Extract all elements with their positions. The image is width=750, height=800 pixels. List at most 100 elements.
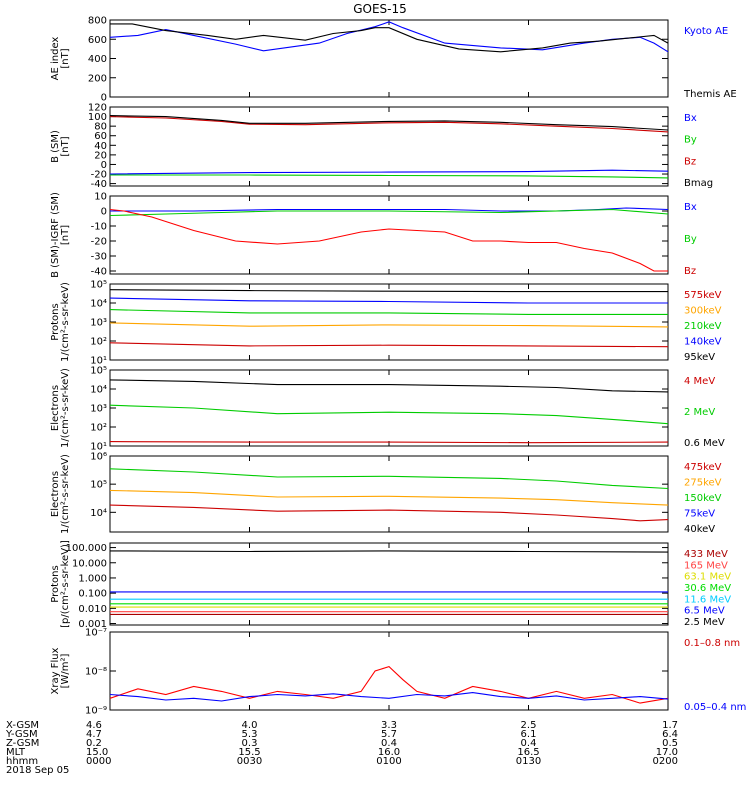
- legend-entry: By: [684, 234, 697, 245]
- bottom-axis-table: X-GSM 4.6 4.0 3.3 2.5 1.7 Y-GSM 4.7 5.3 5.7 6.1 6.4…: [5, 720, 678, 767]
- series-line-Kyoto-AE: [109, 21, 669, 53]
- panel-frame: [109, 455, 669, 533]
- series-line-475keV: [109, 468, 669, 490]
- y-tick-label: 1.000: [78, 573, 107, 584]
- series-line-Bx: [110, 207, 669, 212]
- y-tick-label: 10⁴: [90, 508, 107, 519]
- series-line-4-MeV: [109, 441, 669, 444]
- y-axis-label: AE index: [50, 37, 61, 81]
- y-tick-label: -40: [91, 267, 107, 278]
- y-tick-label: 10⁵: [90, 366, 107, 377]
- y-axis-label: 1/(cm²-s-sr-keV): [60, 454, 71, 534]
- y-tick-label: 0.100: [78, 589, 107, 600]
- y-tick-label: 10.000: [72, 558, 107, 569]
- series-line-Themis-AE: [110, 23, 669, 53]
- time-row-value: 2.5: [521, 720, 537, 731]
- time-row-value: 4.0: [242, 720, 258, 731]
- time-row-label: Z-GSM: [6, 738, 39, 749]
- y-axis-label: Protons: [50, 303, 61, 340]
- legend-entry: 63.1 MeV: [684, 572, 731, 583]
- legend-entry: 275keV: [684, 478, 722, 489]
- legend-entry: 0.6 MeV: [684, 438, 725, 449]
- legend-entry: 2 MeV: [684, 407, 715, 418]
- panel-frame: [109, 283, 669, 361]
- y-tick-label: 60: [94, 131, 107, 142]
- time-row-value: 0030: [237, 756, 262, 767]
- y-tick-label: 10⁵: [90, 280, 107, 291]
- legend-entry: 6.5 MeV: [684, 606, 725, 617]
- y-tick-label: 10⁻⁹: [85, 706, 107, 717]
- time-row-value: 16.0: [378, 747, 400, 758]
- y-tick-label: 80: [94, 122, 107, 133]
- time-row-value: 15.0: [86, 747, 108, 758]
- legend-entry: 95keV: [684, 352, 715, 363]
- y-tick-label: 10²: [90, 423, 107, 434]
- y-tick-label: -20: [91, 237, 107, 248]
- time-row-value: 0.2: [86, 738, 102, 749]
- time-row-label: Y-GSM: [5, 729, 38, 740]
- time-row-value: 5.7: [381, 729, 397, 740]
- y-axis-label: Protons: [50, 565, 61, 602]
- legend-entry: 4 MeV: [684, 376, 715, 387]
- panel-xray: 10⁻⁹ 10⁻⁸ 10⁻⁷ Xray Flux [W/m²] 0.1–0.8 nm 0.0…: [50, 628, 746, 717]
- legend-entry: 150keV: [684, 493, 722, 504]
- y-tick-label: 0: [101, 207, 107, 218]
- time-row-value: 0130: [516, 756, 541, 767]
- y-tick-label: -40: [91, 179, 107, 190]
- time-row-label: X-GSM: [6, 720, 39, 731]
- y-tick-label: 10⁻⁸: [85, 667, 107, 678]
- y-axis-label: 1/(cm²-s-sr-keV): [60, 368, 71, 448]
- time-row-value: 0100: [376, 756, 401, 767]
- y-axis-label: [W/m²]: [60, 653, 71, 688]
- y-tick-label: 10²: [90, 337, 107, 348]
- series-line-433-MeV: [109, 550, 669, 553]
- legend-entry: Bz: [684, 156, 696, 167]
- series-line-Bz: [109, 116, 669, 133]
- legend-entry: 165 MeV: [684, 560, 728, 571]
- legend-entry: By: [684, 135, 697, 146]
- time-row-value: 15.5: [238, 747, 260, 758]
- series-line-300keV: [109, 297, 668, 304]
- y-axis-label: B (SM)-IGRF (SM): [50, 192, 61, 278]
- time-row-value: 0000: [86, 756, 111, 767]
- y-tick-label: 10¹: [90, 356, 107, 367]
- series-line-140keV: [109, 322, 669, 328]
- panel-frame: [109, 542, 669, 626]
- series-line-150keV: [109, 504, 669, 522]
- legend-entry: 433 MeV: [684, 549, 728, 560]
- y-tick-label: 10³: [90, 318, 107, 329]
- y-tick-label: 0.010: [78, 604, 107, 615]
- legend-entry: Bx: [684, 202, 697, 213]
- y-tick-label: 10⁶: [90, 452, 107, 463]
- time-row-value: 0.4: [381, 738, 397, 749]
- panel-bigrf: -40 -30 -20 -10 0 10 B (SM)-IGRF (SM) [nT] Bx By B…: [50, 192, 697, 278]
- time-row-value: 1.7: [662, 720, 678, 731]
- y-tick-label: 10¹: [90, 442, 107, 453]
- y-axis-label: Xray Flux: [50, 647, 61, 694]
- y-tick-label: 20: [94, 150, 107, 161]
- legend-entry: 300keV: [684, 306, 722, 317]
- series-line-275keV: [109, 489, 669, 506]
- time-row-value: 3.3: [381, 720, 397, 731]
- panel-electrons_mev: 10¹ 10² 10³ 10⁴ 10⁵ Electrons 1/(cm²-s-sr-keV)…: [50, 366, 725, 453]
- y-tick-label: 10⁵: [90, 480, 107, 491]
- time-row-label: MLT: [6, 747, 26, 758]
- y-tick-label: 10: [94, 192, 107, 203]
- series-line-575keV: [109, 289, 668, 293]
- y-tick-label: 200: [88, 73, 107, 84]
- y-tick-label: 100: [88, 112, 107, 123]
- series-line-By: [110, 174, 669, 179]
- time-row-value: 17.0: [656, 747, 678, 758]
- time-row-value: 5.3: [242, 729, 258, 740]
- y-axis-label: [p/(cm²-s-sr-keV)]: [60, 540, 71, 628]
- series-line-210keV: [109, 309, 668, 315]
- legend-entry: Themis AE: [683, 89, 737, 100]
- y-tick-label: 800: [88, 16, 107, 27]
- y-axis-label: Electrons: [50, 385, 61, 431]
- legend-entry: Bz: [684, 266, 696, 277]
- y-tick-label: -10: [91, 222, 107, 233]
- panel-protons_kev: 10¹ 10² 10³ 10⁴ 10⁵ Protons 1/(cm²-s-sr-keV) 57…: [50, 280, 722, 367]
- legend-entry: 0.1–0.8 nm: [684, 638, 740, 649]
